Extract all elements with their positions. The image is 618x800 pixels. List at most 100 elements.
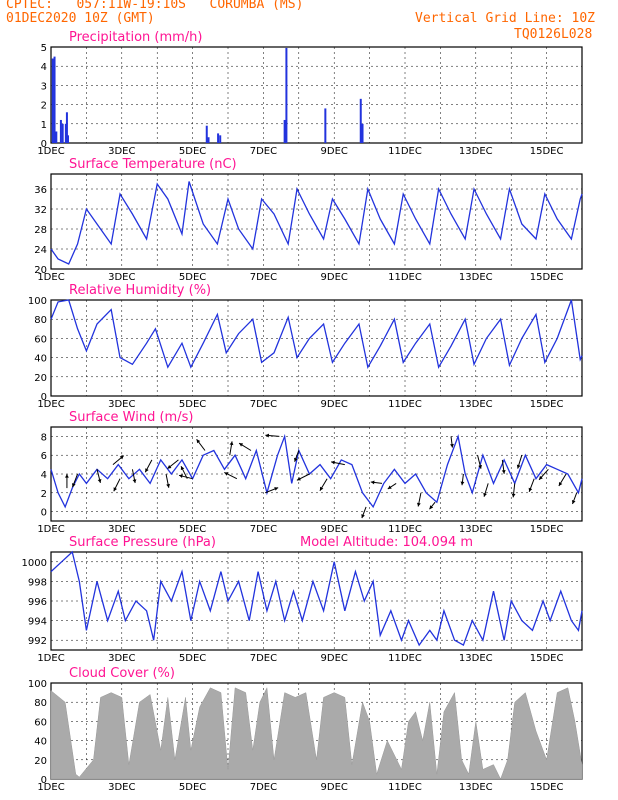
pressure-xtick-label: 9DEC (321, 653, 348, 664)
pressure-title: Surface Pressure (hPa) (69, 535, 216, 550)
precipitation-ytick-label: 4 (41, 62, 47, 73)
precipitation-ytick-label: 5 (41, 43, 47, 54)
wind-arrow-head (229, 441, 234, 446)
wind-arrow-head (196, 439, 201, 444)
wind-line (50, 433, 583, 509)
wind-xtick-label: 3DEC (108, 524, 135, 535)
wind-arrow-head (179, 474, 183, 479)
humidity-xtick-label: 7DEC (250, 399, 277, 410)
pressure-ytick-label: 992 (28, 636, 47, 647)
precipitation-bar (55, 131, 58, 143)
wind-arrow-head (483, 492, 487, 497)
precipitation-bar (66, 135, 69, 143)
cloud-cover-ytick-label: 0 (41, 775, 47, 786)
cloud-cover-ytick-label: 80 (34, 698, 47, 709)
precipitation-xtick-label: 15DEC (530, 146, 564, 157)
wind-arrow-head (558, 482, 563, 487)
wind-xtick-label: 13DEC (459, 524, 493, 535)
wind-arrow-head (97, 479, 102, 483)
precipitation-ytick-label: 0 (41, 139, 47, 150)
cloud-cover-ytick-label: 100 (28, 679, 47, 690)
pressure-xtick-label: 5DEC (179, 653, 206, 664)
temperature-xtick-label: 11DEC (388, 272, 422, 283)
wind-arrow-head (71, 483, 76, 488)
wind-arrow-head (239, 443, 244, 447)
pressure-annotation: Model Altitude: 104.094 m (300, 535, 473, 550)
pressure-xtick-label: 3DEC (108, 653, 135, 664)
precipitation-xtick-label: 5DEC (179, 146, 206, 157)
humidity-frame (50, 299, 583, 397)
temperature-ytick-label: 32 (34, 205, 47, 216)
precipitation-bar (53, 56, 56, 143)
humidity-line (50, 299, 583, 369)
precipitation-bar (219, 135, 222, 143)
temperature-xtick-label: 5DEC (179, 272, 206, 283)
temperature-xtick-label: 15DEC (530, 272, 564, 283)
temperature-xtick-label: 1DEC (37, 272, 64, 283)
wind-arrow-head (501, 470, 506, 474)
wind-arrow-head (429, 505, 434, 510)
cloud-cover-xtick-label: 1DEC (37, 782, 64, 793)
cloud-cover-xtick-label: 7DEC (250, 782, 277, 793)
wind-ytick-label: 8 (41, 432, 47, 443)
pressure-xtick-label: 11DEC (388, 653, 422, 664)
wind-arrow-head (180, 466, 185, 471)
wind-xtick-label: 15DEC (530, 524, 564, 535)
cloud-cover-title: Cloud Cover (%) (69, 666, 175, 681)
wind-arrow-head (65, 474, 69, 478)
wind-ytick-label: 4 (41, 470, 47, 481)
precipitation-frame (50, 46, 583, 144)
temperature-xtick-label: 9DEC (321, 272, 348, 283)
temperature-ytick-label: 28 (34, 225, 47, 236)
wind-arrow-head (274, 487, 279, 491)
temperature-xtick-label: 3DEC (108, 272, 135, 283)
humidity-ytick-label: 40 (34, 354, 47, 365)
wind-xtick-label: 7DEC (250, 524, 277, 535)
wind-arrow-head (331, 460, 335, 465)
precipitation-xtick-label: 13DEC (459, 146, 493, 157)
humidity-ytick-label: 60 (34, 334, 47, 345)
wind-xtick-label: 11DEC (388, 524, 422, 535)
cloud-cover-ytick-label: 60 (34, 717, 47, 728)
temperature-frame (50, 173, 583, 270)
temperature-xtick-label: 13DEC (459, 272, 493, 283)
cloud-cover-xtick-label: 13DEC (459, 782, 493, 793)
precipitation-xtick-label: 3DEC (108, 146, 135, 157)
wind-xtick-label: 5DEC (179, 524, 206, 535)
temperature-ytick-label: 36 (34, 185, 47, 196)
precipitation-bar (64, 123, 67, 143)
wind-arrow-head (167, 464, 172, 469)
cloud-cover-ytick-label: 20 (34, 756, 47, 767)
wind-arrow-head (296, 476, 301, 481)
cloud-cover-xtick-label: 5DEC (179, 782, 206, 793)
wind-arrow-head (265, 433, 270, 438)
wind-arrow-head (511, 493, 516, 498)
precipitation-xtick-label: 1DEC (37, 146, 64, 157)
precipitation-xtick-label: 11DEC (388, 146, 422, 157)
wind-arrow-head (370, 480, 375, 485)
wind-arrow-head (119, 455, 124, 460)
wind-ytick-label: 0 (41, 508, 47, 519)
precipitation-title: Precipitation (mm/h) (69, 30, 202, 45)
cloud-cover-ytick-label: 40 (34, 737, 47, 748)
wind-ytick-label: 2 (41, 489, 47, 500)
humidity-xtick-label: 9DEC (321, 399, 348, 410)
temperature-title: Surface Temperature (nC) (69, 157, 237, 172)
precipitation-bar (359, 98, 362, 143)
wind-xtick-label: 9DEC (321, 524, 348, 535)
wind-xtick-label: 1DEC (37, 524, 64, 535)
wind-arrow-head (478, 464, 482, 469)
precipitation-bar (324, 108, 327, 143)
cloud-cover-area (50, 686, 583, 780)
cloud-cover-xtick-label: 15DEC (530, 782, 564, 793)
wind-ytick-label: 6 (41, 451, 47, 462)
pressure-xtick-label: 15DEC (530, 653, 564, 664)
pressure-ytick-label: 1000 (22, 558, 47, 569)
cloud-cover-xtick-label: 9DEC (321, 782, 348, 793)
temperature-ytick-label: 20 (34, 265, 47, 276)
wind-arrow-head (539, 475, 543, 480)
station-header: CPTEC: 057:11W-19:10S CORUMBA (MS) (6, 0, 304, 12)
pressure-xtick-label: 13DEC (459, 653, 493, 664)
precipitation-xtick-label: 7DEC (250, 146, 277, 157)
temperature-ytick-label: 24 (34, 245, 47, 256)
